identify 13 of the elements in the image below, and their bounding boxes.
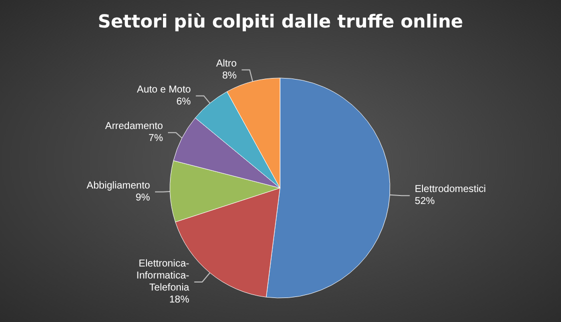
slice-label: Abbigliamento: [86, 180, 150, 192]
data-label: 8%: [222, 70, 237, 82]
data-label: 9%: [136, 192, 150, 204]
slice-label: Altro: [216, 58, 238, 70]
data-label: 52%: [414, 196, 435, 208]
slice-label: Elettrodomestici: [414, 184, 486, 196]
chart-title: Settori più colpiti dalle truffe online: [98, 12, 464, 32]
slice-label: Auto e Moto: [136, 84, 192, 96]
data-label: 18%: [169, 294, 190, 306]
data-label: 7%: [148, 133, 164, 144]
slice-label: Arredamento: [105, 121, 164, 132]
data-label: 6%: [176, 96, 191, 108]
slice-label: Elettronica-Informatica-Telefonia: [136, 258, 190, 294]
